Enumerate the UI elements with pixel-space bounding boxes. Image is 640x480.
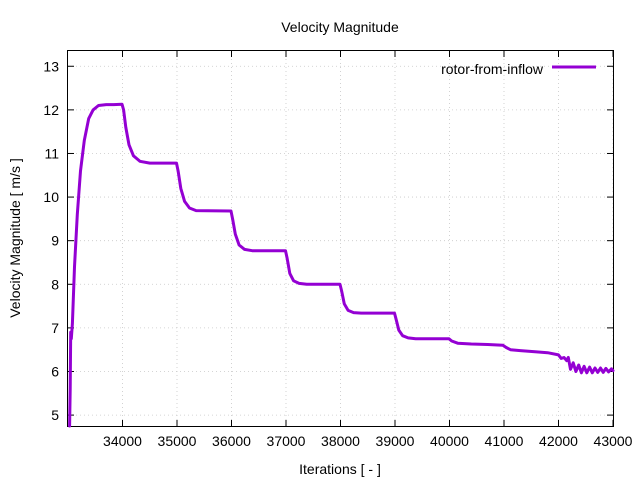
series-line-rotor-from-inflow	[68, 102, 615, 428]
x-tick-label: 37000	[267, 433, 306, 449]
x-tick-label: 40000	[430, 433, 469, 449]
y-tick-label: 6	[51, 363, 59, 379]
y-tick-label: 8	[51, 276, 59, 292]
x-tick-label: 35000	[158, 433, 197, 449]
x-axis-title: Iterations [ - ]	[299, 461, 381, 477]
legend-label: rotor-from-inflow	[441, 61, 544, 77]
y-axis-title: Velocity Magnitude [ m/s ]	[7, 158, 23, 318]
x-tick-label: 34000	[103, 433, 142, 449]
x-tick-label: 36000	[212, 433, 251, 449]
x-tick-label: 38000	[321, 433, 360, 449]
chart-title: Velocity Magnitude	[281, 19, 399, 35]
plot-frame	[67, 50, 614, 427]
y-tick-label: 11	[44, 145, 59, 161]
y-tick-label: 12	[43, 102, 59, 118]
y-tick-label: 5	[51, 407, 59, 423]
x-tick-labels: 34000 35000 36000 37000 38000 39000 40000 41000…	[103, 433, 633, 449]
tick-marks	[68, 51, 614, 426]
y-tick-labels: 5 6 7 8 9 10 11 12 13	[43, 58, 59, 423]
series-layer	[68, 102, 615, 428]
y-tick-label: 10	[43, 189, 59, 205]
grid	[68, 51, 614, 426]
y-tick-label: 9	[51, 233, 59, 249]
y-tick-label: 7	[51, 320, 59, 336]
x-tick-label: 42000	[539, 433, 578, 449]
x-tick-label: 41000	[485, 433, 524, 449]
legend: rotor-from-inflow	[441, 61, 596, 77]
x-tick-label: 43000	[594, 433, 633, 449]
x-tick-label: 39000	[376, 433, 415, 449]
y-tick-label: 13	[43, 58, 59, 74]
